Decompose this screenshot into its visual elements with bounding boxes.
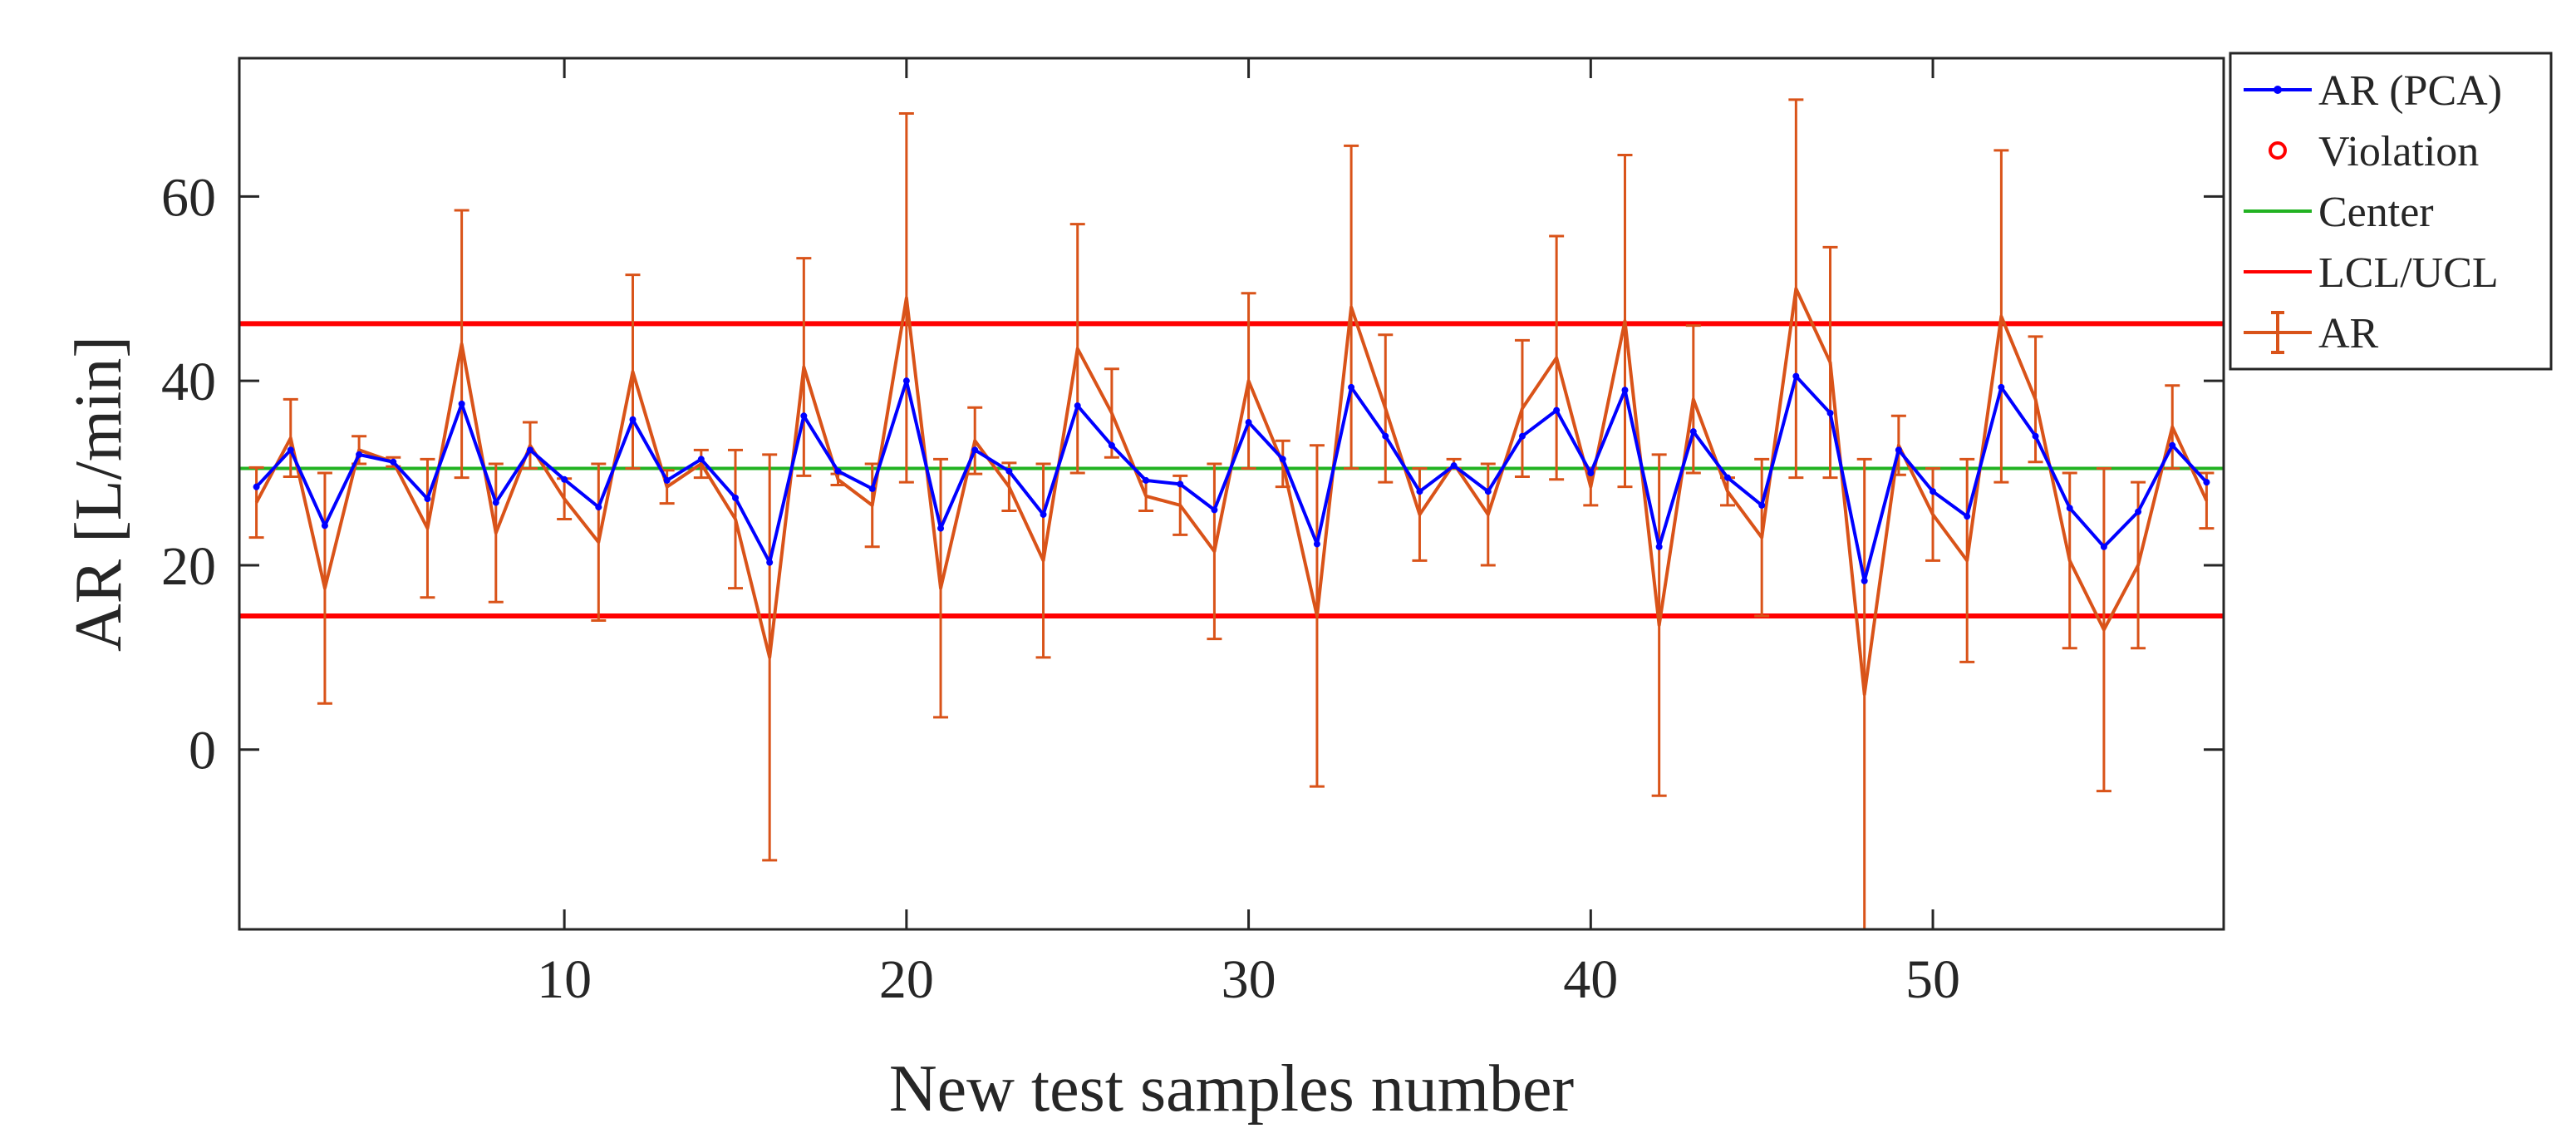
y-tick-label: 40 xyxy=(161,352,216,412)
ar-pca-point xyxy=(1587,470,1595,477)
y-axis-label: AR [L/min] xyxy=(62,336,135,652)
ar-pca-point xyxy=(937,525,945,532)
plot-area xyxy=(239,58,2224,929)
ar-pca-point xyxy=(766,559,774,566)
ar-pca-point xyxy=(1553,406,1561,414)
ar-pca-point xyxy=(526,446,533,454)
ar-pca-point xyxy=(2066,505,2073,512)
legend-limits-label: LCL/UCL xyxy=(2318,249,2499,297)
ar-pca-point xyxy=(1279,456,1286,463)
ar-pca-point xyxy=(1724,474,1731,481)
ar-pca-point xyxy=(1689,428,1697,436)
ar-pca-point xyxy=(1313,540,1320,548)
ar-pca-point xyxy=(390,458,397,466)
ar-pca-point xyxy=(971,446,979,454)
x-tick-label: 30 xyxy=(1222,949,1276,1010)
ar-pca-point xyxy=(1040,510,1047,518)
x-tick-label: 40 xyxy=(1563,949,1618,1010)
x-axis-label: New test samples number xyxy=(889,1052,1574,1126)
ar-pca-point xyxy=(1074,402,1081,410)
ar-pca-point xyxy=(1348,383,1355,391)
y-tick-label: 0 xyxy=(189,721,216,781)
ar-pca-point xyxy=(629,416,637,423)
ar-pca-point xyxy=(732,494,739,501)
x-ticks: 10 20 30 40 50 xyxy=(537,58,1960,1010)
legend: AR (PCA) Violation Center LCL/UCL AR xyxy=(2229,52,2553,371)
ar-pca-point xyxy=(1998,383,2005,391)
ar-pca-point xyxy=(1005,467,1013,475)
ar-pca-point xyxy=(902,377,910,385)
ar-pca-point xyxy=(1964,513,1971,520)
x-tick-label: 20 xyxy=(879,949,934,1010)
ar-pca-point xyxy=(1518,432,1526,440)
ar-pca-point xyxy=(1382,432,1389,440)
ar-pca-point xyxy=(424,495,431,503)
ar-pca-point xyxy=(321,522,328,530)
plot-frame xyxy=(238,57,2225,931)
ar-pca-point xyxy=(2032,432,2039,440)
ar-pca-point xyxy=(561,475,568,483)
ar-pca-point xyxy=(253,483,260,490)
ar-pca-point xyxy=(1621,387,1629,394)
legend-violation-marker xyxy=(2269,141,2287,160)
ar-pca-point xyxy=(2135,508,2142,515)
ar-pca-point xyxy=(1450,462,1458,470)
ar-pca-line xyxy=(255,374,2208,583)
legend-ar-label: AR xyxy=(2318,310,2379,357)
ar-pca-point xyxy=(1143,476,1150,484)
ar-pca-series xyxy=(253,372,2210,584)
ar-pca-point xyxy=(2100,543,2107,550)
ar-pca-point xyxy=(356,451,363,458)
ar-pca-point xyxy=(1108,441,1115,449)
ar-pca-point xyxy=(1792,372,1800,380)
ar-pca-point xyxy=(492,499,499,506)
legend-ar-pca-label: AR (PCA) xyxy=(2318,67,2502,115)
ar-pca-point xyxy=(1177,480,1184,488)
ar-pca-point xyxy=(1826,409,1834,416)
ar-pca-point xyxy=(800,412,808,420)
x-tick-label: 10 xyxy=(537,949,592,1010)
ar-pca-point xyxy=(2169,441,2176,449)
ar-pca-point xyxy=(287,446,294,454)
ar-pca-point xyxy=(595,504,602,511)
ar-pca-point xyxy=(1655,543,1663,550)
ar-pca-point xyxy=(1930,488,1937,495)
y-tick-label: 60 xyxy=(161,167,216,228)
ar-pca-point xyxy=(868,485,876,492)
ar-pca-point xyxy=(1416,488,1423,495)
y-ticks: 0 20 40 60 xyxy=(161,167,2224,781)
ar-pca-point xyxy=(697,456,705,463)
legend-violation-label: Violation xyxy=(2318,128,2479,175)
ar-pca-point xyxy=(1861,577,1868,584)
ar-pca-point xyxy=(1211,506,1218,514)
ar-pca-point xyxy=(458,400,465,407)
legend-ar-pca-marker xyxy=(2274,86,2282,94)
ar-pca-point xyxy=(2203,479,2210,486)
ar-pca-point xyxy=(1895,446,1902,454)
legend-center-label: Center xyxy=(2318,189,2434,236)
x-tick-label: 50 xyxy=(1905,949,1960,1010)
y-tick-label: 20 xyxy=(161,536,216,597)
ar-pca-point xyxy=(1758,501,1766,509)
ar-pca-point xyxy=(1245,419,1252,426)
ar-pca-point xyxy=(663,476,671,484)
ar-pca-point xyxy=(1484,488,1492,495)
ar-pca-point xyxy=(834,467,842,475)
